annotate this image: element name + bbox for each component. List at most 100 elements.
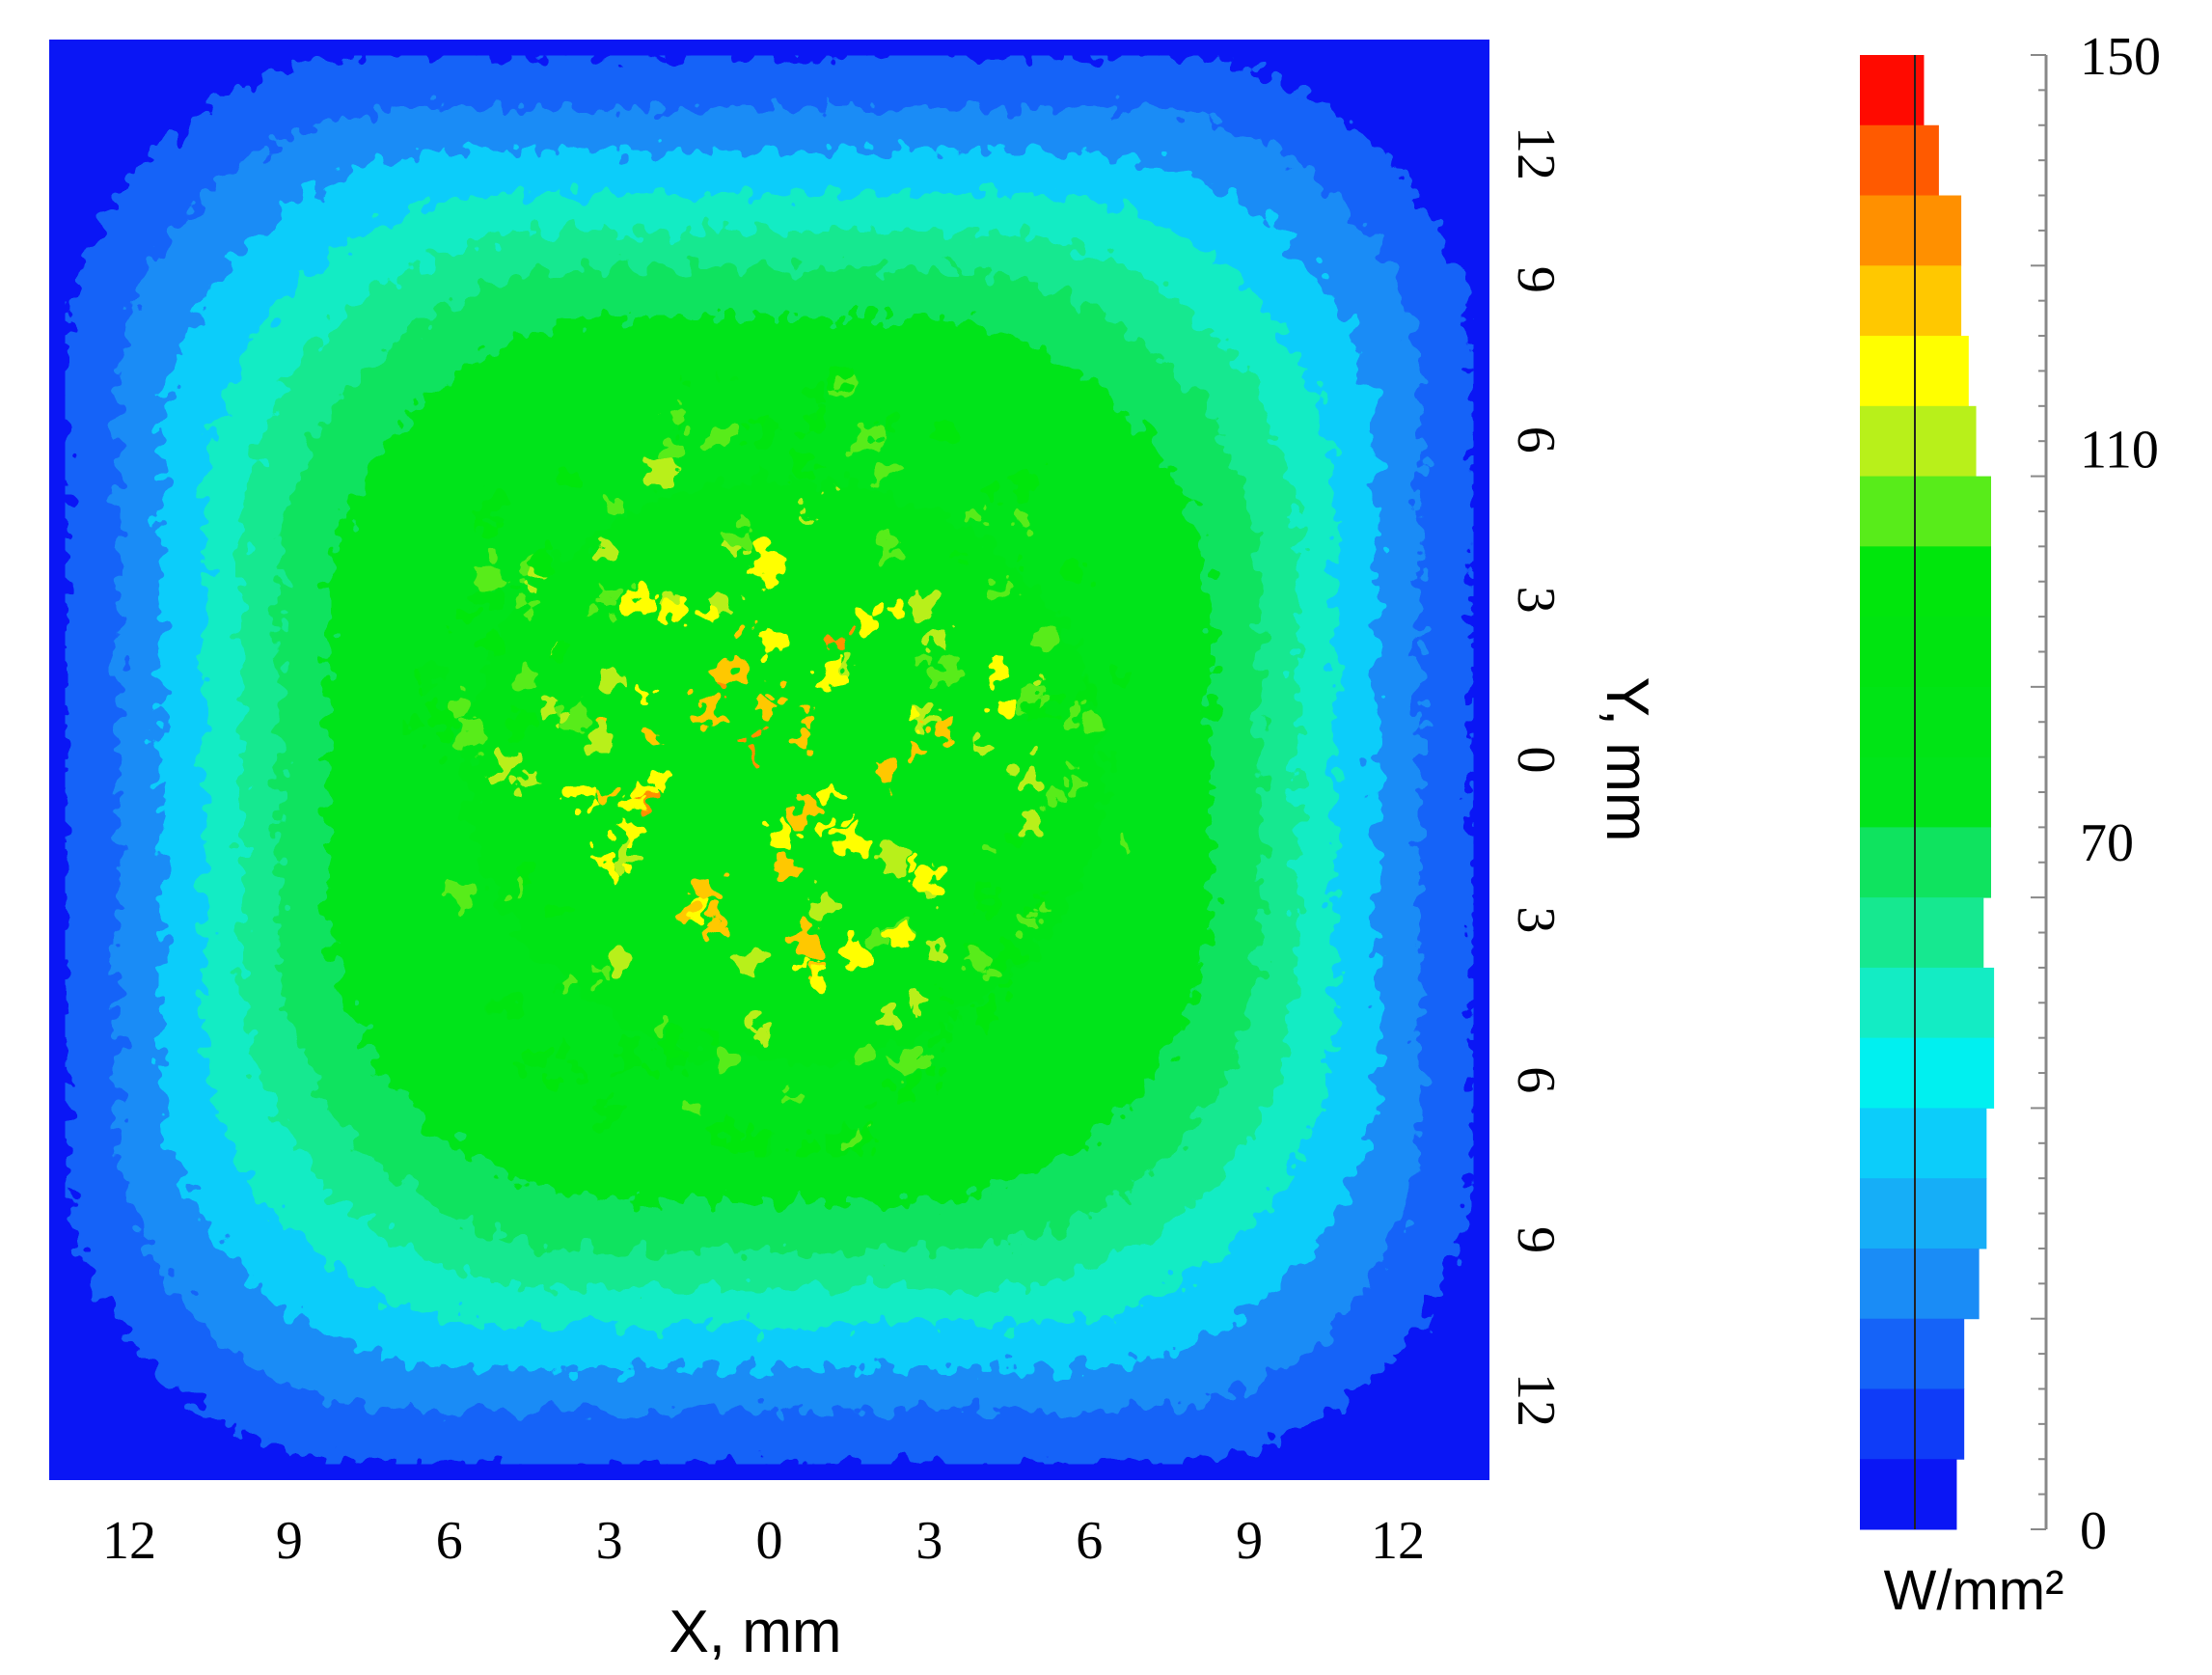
heatmap-hot-spot [616,843,640,867]
colorbar-level [1860,1318,1965,1389]
heatmap-hot-spot [514,664,537,687]
heatmap-core [465,477,1106,1064]
heatmap-hot-spot [587,725,614,751]
heatmap-hot-spot [967,508,983,525]
heatmap-hot-spot [1068,769,1088,789]
colorbar-unit-label: W/mm² [1884,1559,2064,1622]
heatmap-hot-spot [625,589,653,617]
x-tick-label: 3 [915,1511,942,1571]
colorbar [1860,55,1995,1530]
y-tick-label: 9 [1506,1226,1566,1253]
x-axis-ticks: 12 9 6 3 0 3 6 9 12 [102,1511,1425,1571]
heatmap-hot-spot [881,1008,899,1027]
heatmap-hot-spot [605,582,623,600]
heatmap-hot-spot [611,820,639,847]
heatmap-hot-spot [738,1126,764,1152]
heatmap-hot-spot [564,975,578,989]
heatmap-hot-spot [771,687,787,704]
x-tick-label: 3 [596,1511,623,1571]
heatmap-hot-spot [795,1140,813,1158]
heatmap-hot-spot [717,677,732,694]
colorbar-level [1860,195,1962,266]
heatmap-hot-spot [738,428,752,442]
heatmap-hot-spot [607,950,626,971]
heatmap-hot-spot [860,1094,877,1111]
heatmap-hot-spot [910,744,928,761]
heatmap-hot-spot [492,755,517,780]
heatmap-hot-spot [769,825,795,850]
heatmap-hot-spot [506,577,522,591]
heatmap-hot-spot [562,702,589,729]
heatmap-hot-spot [457,721,485,750]
heatmap-hot-spot [598,788,612,802]
heatmap-hot-spot [470,580,500,610]
heatmap-hot-spot [426,741,439,754]
heatmap-hot-spot [788,800,815,828]
heatmap-hot-spot [1029,743,1042,756]
colorbar-level [1860,827,1991,898]
heatmap-hot-spot [538,699,564,726]
y-axis-ticks: 12 9 6 3 0 3 6 9 12 [1506,126,1566,1427]
heatmap-hot-spot [852,602,881,631]
heatmap-hot-spot [1022,812,1041,831]
heatmap-hot-spot [827,1124,856,1153]
heatmap-hot-spot [976,1004,997,1026]
colorbar-level [1860,756,1991,828]
heatmap-hot-spot [523,1052,544,1073]
heatmap-hot-spot [903,994,918,1008]
heatmap-hot-spot [806,381,830,404]
y-tick-label: 12 [1506,126,1566,180]
heatmap-hot-spot [798,953,811,967]
heatmap-hot-spot [854,1042,874,1062]
heatmap-hot-spot [825,484,837,497]
heatmap-hot-spot [1073,682,1094,702]
colorbar-level [1860,686,1991,758]
colorbar-level [1860,405,1977,478]
heatmap-hot-spot [737,624,751,639]
heatmap-hot-spot [451,697,476,721]
x-tick-label: 9 [276,1511,303,1571]
colorbar-level [1860,1178,1987,1249]
heatmap-hot-spot [505,708,533,736]
heatmap-hot-spot [875,532,899,557]
heatmap-hot-spot [1028,702,1046,720]
heatmap-hot-spot [683,373,698,389]
heatmap-hot-spot [549,899,572,921]
heatmap-hot-spot [870,462,891,483]
colorbar-tick-label: 70 [2080,813,2134,873]
heatmap-hot-spot [678,904,695,920]
heatmap-hot-spot [832,636,851,655]
colorbar-level [1860,265,1962,337]
colorbar-ticks: 150 110 70 0 [2031,27,2161,1561]
heatmap-hot-spot [853,426,880,453]
y-tick-label: 6 [1506,1066,1566,1093]
heatmap-hot-spot [890,1076,915,1102]
heatmap-hot-spot [795,730,817,754]
heatmap-hot-spot [1113,671,1132,690]
heatmap-hot-spot [530,547,558,575]
heatmap-hot-spot [594,968,609,983]
heatmap-hot-spot [906,855,923,872]
heatmap-hot-spot [669,406,688,425]
heatmap-hot-spot [942,993,954,1005]
heatmap-hot-spot [707,908,722,922]
colorbar-level [1860,1108,1987,1179]
colorbar-level [1860,967,1995,1039]
heatmap-hot-spot [804,412,827,436]
heatmap-hot-spot [546,1073,560,1088]
heatmap-hot-spot [493,992,520,1019]
colorbar-level [1860,546,1991,618]
heatmap-hot-spot [739,1013,760,1034]
heatmap-hot-spot [815,966,833,984]
x-tick-label: 9 [1236,1511,1263,1571]
y-tick-label: 0 [1506,747,1566,774]
heatmap-hot-spot [908,706,925,724]
heatmap-hot-spot [927,716,952,741]
heatmap-hot-spot [636,692,649,704]
heatmap-hot-spot [896,1046,926,1076]
y-tick-label: 3 [1506,906,1566,933]
heatmap-hot-spot [825,818,842,836]
x-axis-label: X, mm [669,1599,841,1665]
heatmap-hot-spot [810,892,834,916]
heatmap-hot-spot [876,845,905,874]
